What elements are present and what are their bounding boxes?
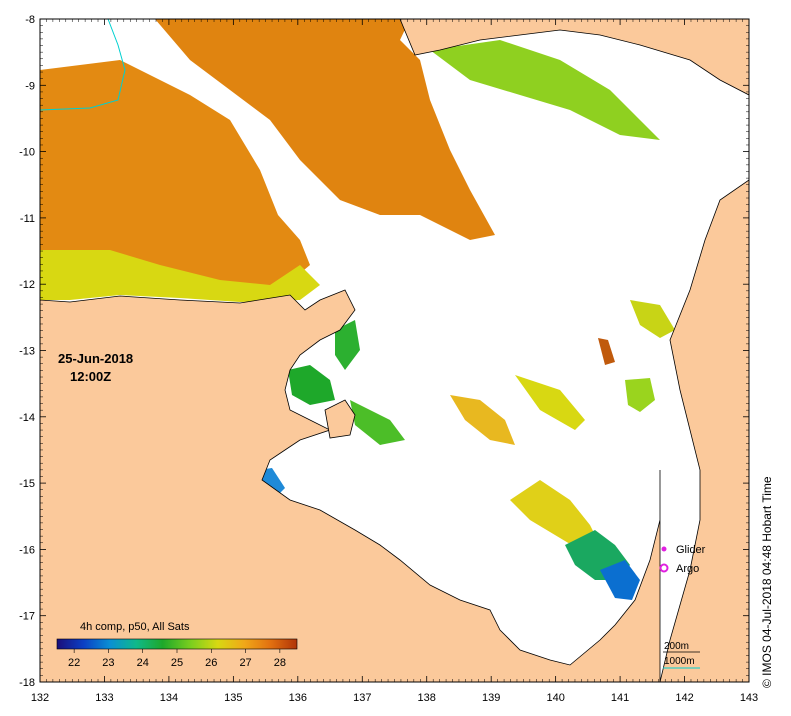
lat-tick-label: -12 xyxy=(19,279,35,291)
sst-patch-gulf-east1 xyxy=(515,375,585,430)
lon-tick-label: 137 xyxy=(353,692,371,704)
land-cape-york xyxy=(659,179,749,682)
lat-tick-label: -10 xyxy=(19,147,35,159)
lat-tick-label: -17 xyxy=(19,611,35,623)
sst-patch-gulf-west2 xyxy=(335,320,360,370)
colorbar-tick-label: 28 xyxy=(274,657,286,669)
glider-marker-icon xyxy=(661,546,667,552)
sst-patch-gulf-mid xyxy=(350,400,405,445)
argo-marker-icon xyxy=(659,563,669,573)
land-north-right xyxy=(399,19,749,96)
colorbar xyxy=(56,638,298,650)
sst-patch-southeast-yellow xyxy=(510,480,600,550)
lon-tick-label: 142 xyxy=(675,692,693,704)
colorbar-tick-label: 22 xyxy=(68,657,80,669)
colorbar-title: 4h comp, p50, All Sats xyxy=(80,621,190,633)
sst-patch-southeast-blue xyxy=(600,560,640,600)
lat-tick-label: -14 xyxy=(19,412,35,424)
sst-patch-southwest-blue xyxy=(258,468,285,495)
latitude-axis: -8 -9 -10 -11 -12 -13 -14 -15 -16 -17 -18 xyxy=(19,14,749,689)
argo-label: Argo xyxy=(676,563,699,575)
longitude-axis: 132 133 134 135 136 137 138 139 140 141 142 143 xyxy=(31,19,758,704)
lon-tick-label: 140 xyxy=(546,692,564,704)
lon-tick-label: 141 xyxy=(611,692,629,704)
land-main-south xyxy=(40,289,661,682)
lat-tick-label: -11 xyxy=(20,213,35,225)
sst-patch-gulf-west xyxy=(288,365,335,405)
contour-1000m-label: 1000m xyxy=(664,656,695,667)
lon-tick-label: 132 xyxy=(31,692,49,704)
sst-patch-gulf-center xyxy=(450,395,515,445)
land-island-gulf xyxy=(324,399,356,439)
copyright-text: © IMOS 04-Jul-2018 04:48 Hobart Time xyxy=(760,476,774,688)
sst-patch-east-orange xyxy=(598,338,615,365)
sst-patch-east-coast xyxy=(625,378,655,412)
lon-tick-label: 139 xyxy=(482,692,500,704)
sst-patch-yellow-west xyxy=(40,250,320,302)
lon-tick-label: 134 xyxy=(160,692,178,704)
time-label: 12:00Z xyxy=(70,369,111,384)
lon-tick-label: 136 xyxy=(289,692,307,704)
colorbar-tick-label: 26 xyxy=(205,657,217,669)
colorbar-tick-label: 23 xyxy=(102,657,114,669)
lat-tick-label: -18 xyxy=(19,677,35,689)
lat-tick-label: -15 xyxy=(19,478,35,490)
contour-200m-label: 200m xyxy=(664,641,689,652)
lon-tick-label: 138 xyxy=(418,692,436,704)
lon-tick-label: 135 xyxy=(224,692,242,704)
sst-patch-northwest xyxy=(40,60,310,298)
lat-tick-label: -13 xyxy=(19,346,35,358)
sst-patch-north xyxy=(155,19,495,240)
lon-tick-label: 143 xyxy=(740,692,758,704)
colorbar-tick-label: 27 xyxy=(239,657,251,669)
colorbar-labels: 22 23 24 25 26 27 28 xyxy=(68,649,286,669)
sst-patch-east-coast2 xyxy=(630,300,675,338)
sst-patch-green-northeast xyxy=(430,40,660,140)
lat-tick-label: -9 xyxy=(25,80,35,92)
lat-tick-label: -16 xyxy=(19,544,35,556)
colorbar-tick-label: 25 xyxy=(171,657,183,669)
lon-tick-label: 133 xyxy=(95,692,113,704)
glider-label: Glider xyxy=(676,544,706,556)
date-label: 25-Jun-2018 xyxy=(58,351,133,366)
contour-1000m xyxy=(40,19,126,111)
lat-tick-label: -8 xyxy=(25,14,35,26)
colorbar-tick-label: 24 xyxy=(137,657,149,669)
